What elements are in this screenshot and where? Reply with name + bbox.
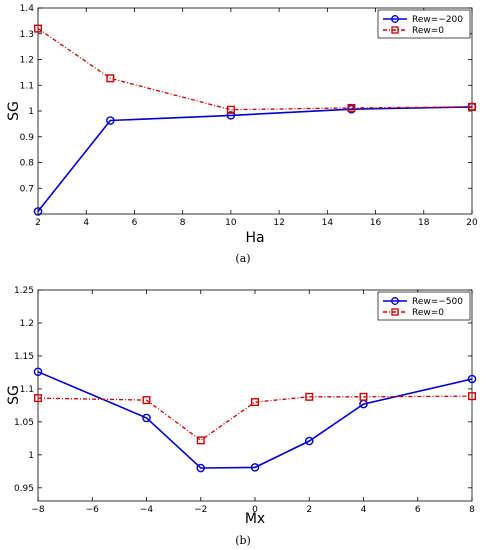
y-axis-label: SG bbox=[6, 101, 22, 121]
series-line bbox=[37, 28, 473, 111]
data-point bbox=[305, 392, 314, 401]
data-point bbox=[304, 436, 314, 446]
y-tick-label: 1 bbox=[28, 107, 34, 117]
x-tick-label: −2 bbox=[194, 505, 207, 515]
legend-label: Rew=−200 bbox=[412, 15, 463, 25]
data-point bbox=[467, 374, 477, 384]
data-point bbox=[226, 105, 235, 114]
y-tick-label: 1.1 bbox=[20, 81, 34, 91]
y-tick-label: 1.4 bbox=[20, 4, 35, 14]
x-tick-label: 4 bbox=[361, 505, 367, 515]
y-tick-label: 0.8 bbox=[20, 159, 35, 169]
series-line bbox=[37, 106, 473, 212]
x-tick-label: 6 bbox=[415, 505, 421, 515]
x-tick-label: 8 bbox=[180, 218, 186, 228]
y-tick-label: 1.3 bbox=[20, 30, 34, 40]
y-tick-label: 0.9 bbox=[20, 133, 35, 143]
y-tick-label: 0.95 bbox=[14, 484, 34, 494]
data-point bbox=[142, 413, 151, 423]
y-axis: 0.7 0.8 0.9 1 1.1 1.2 1.3 1.4 bbox=[20, 4, 472, 194]
data-point bbox=[468, 102, 477, 111]
legend-marker bbox=[391, 26, 399, 34]
data-point bbox=[250, 398, 259, 407]
x-tick-label: 16 bbox=[370, 218, 382, 228]
y-tick-label: 1.2 bbox=[20, 56, 34, 66]
plot-frame bbox=[37, 289, 473, 502]
x-tick-label: −8 bbox=[31, 505, 45, 515]
y-axis: 0.95 1 1.05 1.1 1.15 1.2 1.25 bbox=[14, 286, 472, 494]
data-point bbox=[33, 207, 43, 216]
x-axis: −8 −6 −4 −2 0 2 4 6 8 bbox=[31, 290, 475, 515]
x-tick-label: 4 bbox=[83, 218, 89, 228]
y-axis-label: SG bbox=[6, 385, 22, 405]
legend-label: Rew=0 bbox=[412, 308, 444, 318]
legend-marker bbox=[391, 15, 399, 23]
data-point bbox=[196, 463, 206, 473]
x-axis-label: Mx bbox=[245, 511, 265, 527]
x-tick-label: 20 bbox=[466, 218, 478, 228]
caption-a: (a) bbox=[235, 252, 250, 265]
data-point bbox=[142, 396, 151, 405]
y-tick-label: 1.25 bbox=[14, 286, 34, 296]
data-point bbox=[226, 111, 236, 120]
x-tick-label: 2 bbox=[306, 505, 312, 515]
y-tick-label: 1.05 bbox=[14, 418, 34, 428]
y-tick-label: 0.7 bbox=[20, 184, 34, 194]
data-point bbox=[106, 116, 115, 125]
data-point bbox=[34, 24, 43, 33]
series-line bbox=[37, 395, 473, 442]
caption-b: (b) bbox=[235, 534, 251, 547]
x-tick-label: −6 bbox=[86, 505, 100, 515]
x-tick-label: 10 bbox=[225, 218, 237, 228]
data-point bbox=[359, 392, 368, 401]
legend-marker bbox=[391, 297, 399, 305]
x-tick-label: 14 bbox=[322, 218, 334, 228]
legend-label: Rew=−500 bbox=[412, 297, 463, 307]
chart-panel-a: 2 4 6 8 10 12 14 16 18 20 0.70.80.911.11.21.31.4 … bbox=[6, 4, 478, 265]
x-tick-label: 18 bbox=[418, 218, 430, 228]
data-point bbox=[106, 74, 115, 83]
x-tick-label: 12 bbox=[273, 218, 284, 228]
y-tick-label: 1.1 bbox=[20, 385, 34, 395]
x-axis-label: Ha bbox=[245, 230, 264, 246]
series-line bbox=[37, 371, 473, 469]
data-point bbox=[196, 436, 205, 445]
x-tick-label: 2 bbox=[35, 218, 41, 228]
x-tick-label: 8 bbox=[469, 505, 475, 515]
x-tick-label: −4 bbox=[140, 505, 154, 515]
series-group bbox=[33, 367, 477, 473]
y-tick-label: 1 bbox=[28, 451, 34, 461]
plot-frame bbox=[37, 7, 473, 215]
data-point bbox=[250, 463, 260, 472]
y-tick-label: 1.15 bbox=[14, 352, 34, 362]
series-group bbox=[33, 24, 477, 216]
legend-label: Rew=0 bbox=[412, 26, 444, 36]
data-point bbox=[468, 392, 477, 401]
data-point bbox=[34, 394, 43, 403]
x-tick-label: 6 bbox=[132, 218, 138, 228]
y-tick-label: 1.2 bbox=[20, 319, 34, 329]
x-axis: 2 4 6 8 10 12 14 16 18 20 bbox=[35, 8, 478, 228]
legend-marker bbox=[391, 308, 399, 316]
data-point bbox=[347, 103, 356, 112]
data-point bbox=[33, 367, 43, 377]
chart-panel-b: −8 −6 −4 −2 0 2 4 6 8 0.95 1 1.05 1.1 1.15 1.2 1.25 Mx… bbox=[6, 286, 477, 547]
x-tick-label: 0 bbox=[252, 505, 258, 515]
